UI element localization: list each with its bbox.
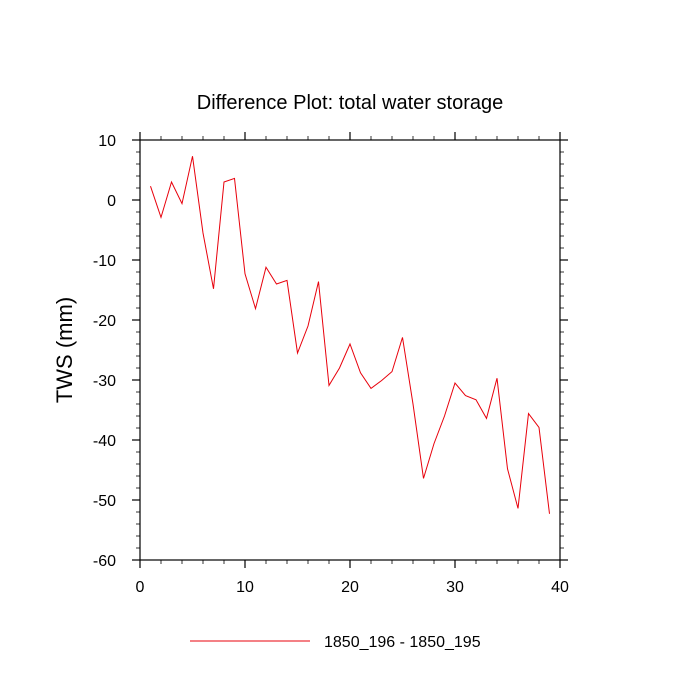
x-tick-label: 10 bbox=[236, 579, 254, 596]
legend-label: 1850_196 - 1850_195 bbox=[324, 634, 481, 651]
y-tick-label: -40 bbox=[93, 433, 116, 450]
y-tick-label: 10 bbox=[98, 133, 116, 150]
chart-title: Difference Plot: total water storage bbox=[197, 92, 503, 114]
x-tick-label: 30 bbox=[446, 579, 464, 596]
axes: 0 10 20 30 40 10 0 -10 -20 -30 -40 -50 -60 bbox=[93, 132, 569, 596]
series-line bbox=[150, 156, 550, 514]
y-axis-label: TWS (mm) bbox=[52, 297, 77, 403]
y-tick-label: 0 bbox=[107, 193, 116, 210]
x-tick-label: 0 bbox=[136, 579, 145, 596]
y-tick-label: -60 bbox=[93, 553, 116, 570]
y-tick-label: -50 bbox=[93, 493, 116, 510]
x-tick-label: 20 bbox=[341, 579, 359, 596]
legend: 1850_196 - 1850_195 bbox=[190, 634, 481, 651]
y-tick-label: -20 bbox=[93, 313, 116, 330]
x-tick-label: 40 bbox=[551, 579, 569, 596]
y-tick-label: -10 bbox=[93, 253, 116, 270]
plot-frame bbox=[139, 139, 561, 561]
y-tick-label: -30 bbox=[93, 373, 116, 390]
